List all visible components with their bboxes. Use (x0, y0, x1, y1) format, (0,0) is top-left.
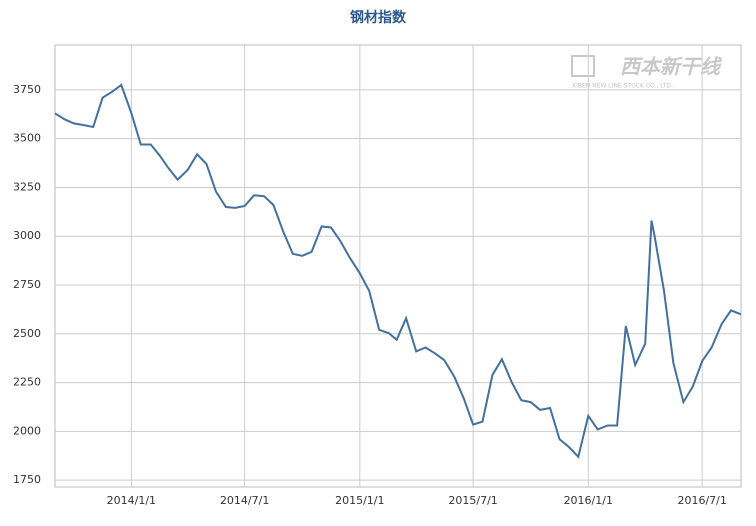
y-tick-label: 2000 (13, 424, 41, 437)
x-tick-label: 2014/1/1 (107, 494, 156, 507)
chart-title: 钢材指数 (350, 9, 407, 26)
x-tick-label: 2015/1/1 (335, 494, 384, 507)
y-tick-label: 3000 (13, 229, 41, 242)
x-tick-label: 2016/1/1 (564, 494, 613, 507)
watermark-sub: XIBEN NEW LINE STOCK CO., LTD. (572, 83, 673, 90)
y-tick-label: 3250 (13, 180, 41, 193)
x-tick-label: 2015/7/1 (448, 494, 497, 507)
plot-area (54, 44, 742, 488)
y-tick-label: 2750 (13, 278, 41, 291)
x-tick-label: 2014/7/1 (220, 494, 269, 507)
y-tick-label: 2250 (13, 376, 41, 389)
x-tick-label: 2016/7/1 (677, 494, 726, 507)
y-tick-label: 3500 (13, 132, 41, 145)
watermark: 西本新干线 (620, 55, 723, 79)
y-tick-label: 3750 (13, 83, 41, 96)
watermark-logo (571, 55, 595, 77)
y-tick-label: 1750 (13, 473, 41, 486)
y-tick-label: 2500 (13, 327, 41, 340)
line (54, 83, 742, 459)
